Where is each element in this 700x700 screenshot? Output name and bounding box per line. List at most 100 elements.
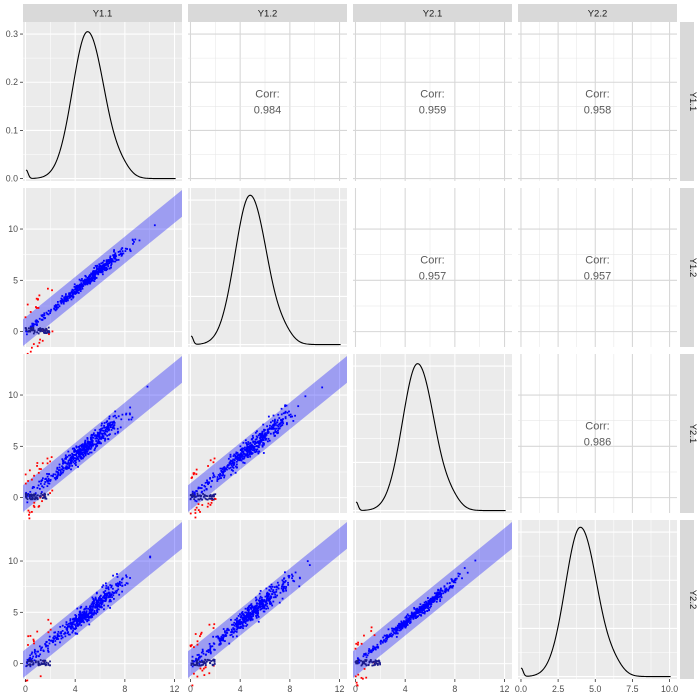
point (86, 437, 89, 439)
point (291, 577, 293, 580)
point (403, 620, 405, 623)
point (193, 660, 196, 663)
point (72, 627, 75, 630)
point (254, 611, 257, 614)
point (97, 440, 100, 442)
point (201, 490, 203, 493)
point (120, 248, 123, 251)
point (251, 618, 254, 621)
point (434, 592, 436, 595)
point-outside (51, 289, 53, 292)
point (91, 440, 94, 443)
point (134, 238, 137, 241)
point (282, 588, 285, 591)
point (235, 624, 238, 627)
point (84, 454, 87, 457)
point (129, 248, 131, 251)
point (247, 606, 249, 609)
point (47, 330, 50, 332)
point (40, 491, 43, 493)
point (420, 607, 422, 610)
point (223, 474, 226, 477)
point-outside (354, 675, 357, 678)
point (121, 252, 123, 255)
point-outside (192, 473, 195, 476)
point (57, 472, 60, 474)
point (79, 620, 82, 623)
point (230, 469, 233, 471)
point (252, 609, 255, 612)
point (99, 429, 102, 432)
point-outside (194, 512, 197, 514)
point (63, 633, 66, 635)
point (219, 641, 222, 643)
point (90, 612, 93, 615)
point (213, 495, 215, 498)
point-outside (196, 640, 199, 643)
point (79, 622, 81, 624)
point (239, 455, 242, 457)
point (88, 277, 90, 280)
point-outside (37, 505, 40, 508)
point (238, 622, 241, 624)
point (72, 629, 75, 632)
point (109, 607, 111, 609)
point (437, 596, 440, 599)
point-outside (357, 641, 359, 644)
point (124, 250, 127, 252)
point (452, 581, 455, 584)
point (115, 416, 118, 419)
point (116, 431, 119, 434)
point (437, 591, 440, 594)
point-outside (190, 644, 193, 646)
point (70, 455, 73, 458)
point (246, 444, 248, 446)
point (105, 584, 108, 587)
point (29, 495, 31, 498)
point (75, 450, 78, 452)
point (243, 620, 246, 623)
point (254, 596, 257, 599)
point (420, 605, 423, 608)
point (196, 494, 199, 497)
point (385, 636, 388, 639)
point (129, 249, 132, 252)
point (70, 294, 73, 297)
point (234, 465, 237, 468)
point (77, 285, 80, 287)
point (421, 611, 423, 614)
point (236, 454, 239, 457)
point (62, 467, 65, 470)
point (251, 444, 253, 447)
point (257, 434, 260, 437)
x-tick-label: 0 (353, 684, 358, 694)
y-tick-label: 0.0 (6, 174, 18, 184)
point (434, 597, 437, 600)
point (92, 604, 95, 607)
point (71, 621, 73, 624)
point (37, 329, 40, 332)
point (241, 617, 244, 620)
point-outside (41, 462, 44, 465)
point (218, 638, 221, 641)
point-outside (212, 461, 215, 464)
panel-Y2.2-Y2.2 (518, 520, 677, 679)
point-outside (29, 350, 32, 353)
point (250, 603, 253, 605)
point (53, 305, 56, 307)
point (280, 418, 282, 421)
point (224, 630, 226, 632)
point (91, 596, 94, 599)
point (72, 455, 75, 458)
point (274, 422, 277, 425)
point (101, 266, 104, 269)
point (55, 638, 58, 641)
point (97, 441, 100, 443)
point (270, 425, 273, 428)
point (57, 638, 60, 640)
point (278, 601, 281, 604)
point (38, 655, 40, 658)
point (103, 426, 105, 429)
point (75, 290, 78, 292)
point (248, 613, 250, 616)
